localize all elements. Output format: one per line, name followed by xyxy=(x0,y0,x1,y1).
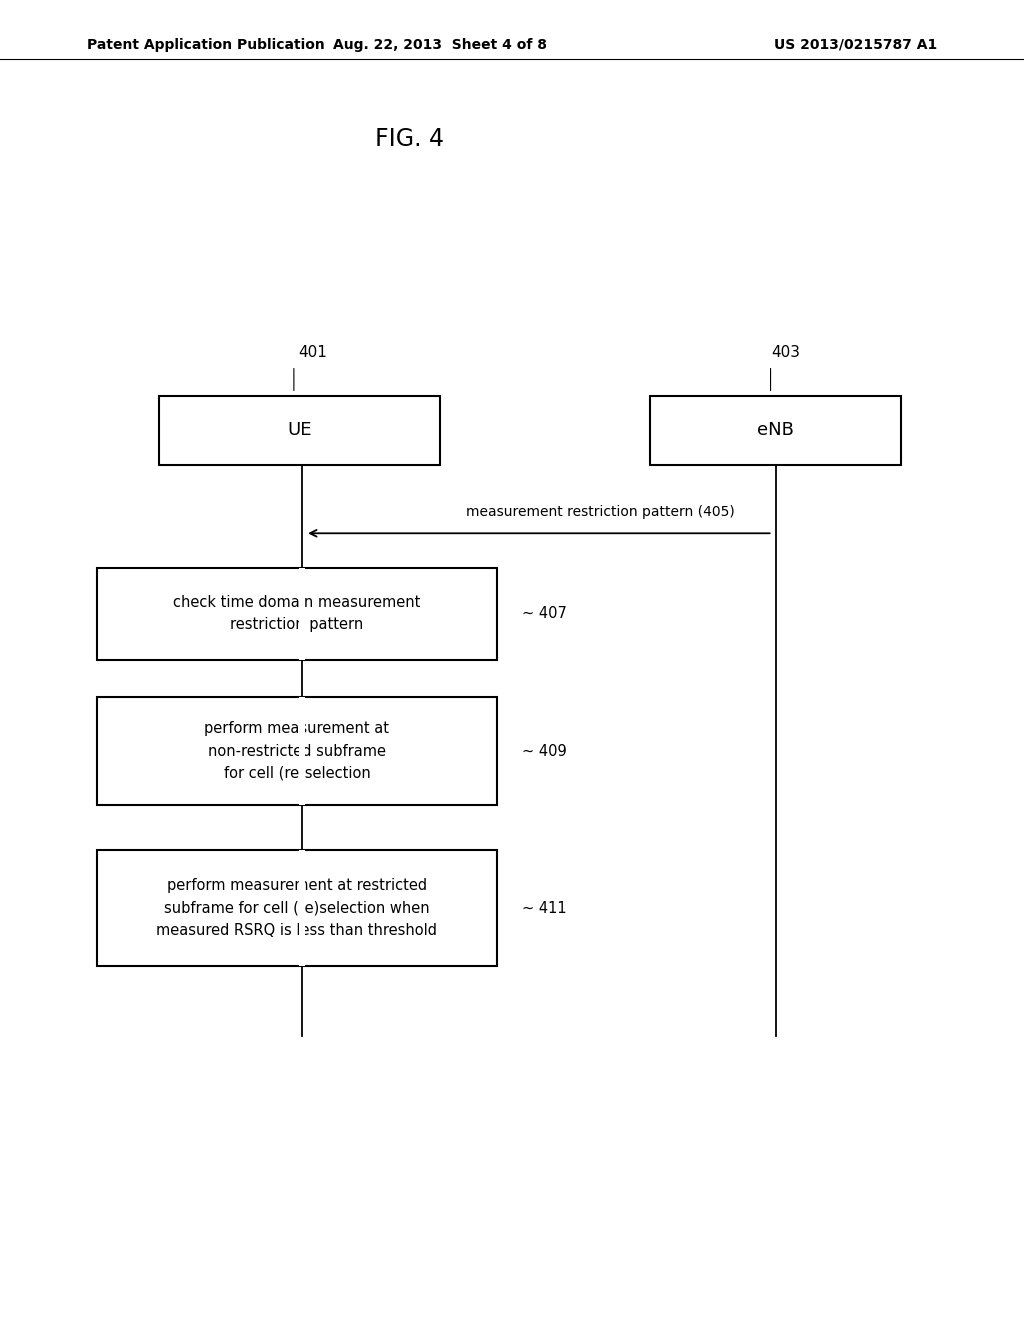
Text: 401: 401 xyxy=(298,345,327,360)
Text: eNB: eNB xyxy=(757,421,795,440)
Bar xyxy=(97,697,497,805)
Text: ~ 411: ~ 411 xyxy=(522,900,567,916)
Text: FIG. 4: FIG. 4 xyxy=(375,127,444,150)
Text: Aug. 22, 2013  Sheet 4 of 8: Aug. 22, 2013 Sheet 4 of 8 xyxy=(334,38,547,51)
Text: UE: UE xyxy=(288,421,311,440)
Bar xyxy=(299,568,305,660)
Bar xyxy=(97,568,497,660)
Text: 403: 403 xyxy=(771,345,801,360)
Bar xyxy=(97,850,497,966)
Text: perform measurement at
non-restricted subframe
for cell (re)selection: perform measurement at non-restricted su… xyxy=(205,721,389,781)
Bar xyxy=(299,697,305,805)
Text: US 2013/0215787 A1: US 2013/0215787 A1 xyxy=(774,38,937,51)
Bar xyxy=(299,850,305,966)
Text: measurement restriction pattern (405): measurement restriction pattern (405) xyxy=(466,506,734,519)
Text: Patent Application Publication: Patent Application Publication xyxy=(87,38,325,51)
Bar xyxy=(159,396,440,465)
Text: perform measurement at restricted
subframe for cell (re)selection when
measured : perform measurement at restricted subfra… xyxy=(157,879,437,937)
Text: ~ 409: ~ 409 xyxy=(522,743,567,759)
Text: check time domain measurement
restriction pattern: check time domain measurement restrictio… xyxy=(173,595,421,632)
Text: ~ 407: ~ 407 xyxy=(522,606,567,622)
Bar xyxy=(650,396,901,465)
